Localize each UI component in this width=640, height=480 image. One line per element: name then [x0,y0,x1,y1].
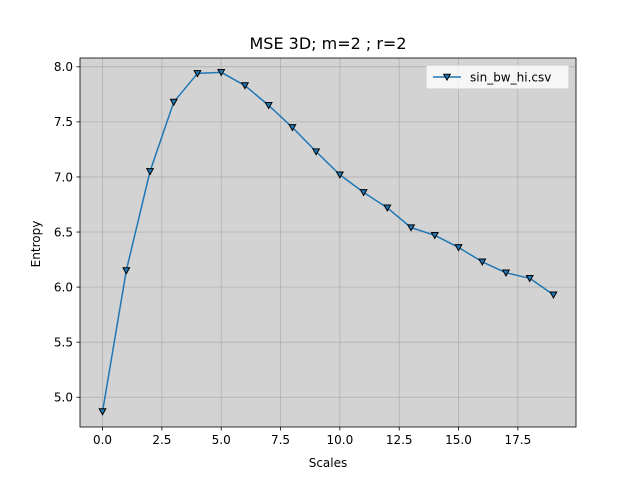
x-tick-label: 7.5 [271,433,290,447]
data-point-marker [406,224,416,232]
legend-marker-swatch [442,73,452,82]
y-tick-label: 5.5 [54,335,73,349]
data-point-marker [122,267,131,275]
axes-frame [79,57,577,428]
data-point-marker [359,189,368,197]
data-point-marker [430,232,439,240]
legend-label: sin_bw_hi.csv [470,70,551,84]
data-point-marker [193,70,202,78]
data-point-marker [98,408,107,416]
data-point-marker [311,148,321,156]
x-tick-label: 2.5 [152,433,171,447]
tick-marks: 0.0 2.5 5.0 7.5 10.0 12.5 15.0 17.5 5.0 5.5 6.0 6.5… [54,60,531,447]
y-tick-label: 7.0 [54,170,73,184]
x-tick-label: 5.0 [212,433,231,447]
data-point-marker [549,291,558,299]
y-tick-label: 7.5 [54,115,73,129]
chart-title: MSE 3D; m=2 ; r=2 [249,34,406,53]
y-tick-label: 5.0 [54,391,73,405]
x-tick-label: 0.0 [93,433,112,447]
axes [79,57,577,428]
series-line [101,71,555,413]
y-tick-label: 6.5 [54,225,73,239]
legend-box [425,64,570,90]
series-layer [98,69,558,416]
x-axis-label: Scales [309,456,348,470]
data-point-marker [169,98,178,107]
plot-area [80,58,576,427]
data-point-marker [288,124,297,132]
x-tick-label: 12.5 [386,433,413,447]
x-tick-label: 17.5 [504,433,531,447]
y-tick-label: 6.0 [54,280,73,294]
data-point-marker [217,69,226,77]
data-point-marker [454,244,463,252]
data-point-marker [240,82,250,90]
legend: sin_bw_hi.csv [425,64,570,90]
data-point-marker [501,269,511,277]
grid-lines [80,58,576,427]
data-point-marker [383,204,392,212]
data-point-marker [335,171,345,179]
x-tick-label: 15.0 [445,433,472,447]
y-tick-label: 8.0 [54,60,73,74]
data-point-marker [264,102,273,110]
data-point-marker [478,258,487,266]
data-point-marker [525,274,534,283]
data-point-marker [145,168,155,176]
x-tick-label: 10.0 [327,433,354,447]
y-axis-label: Entropy [29,221,43,268]
